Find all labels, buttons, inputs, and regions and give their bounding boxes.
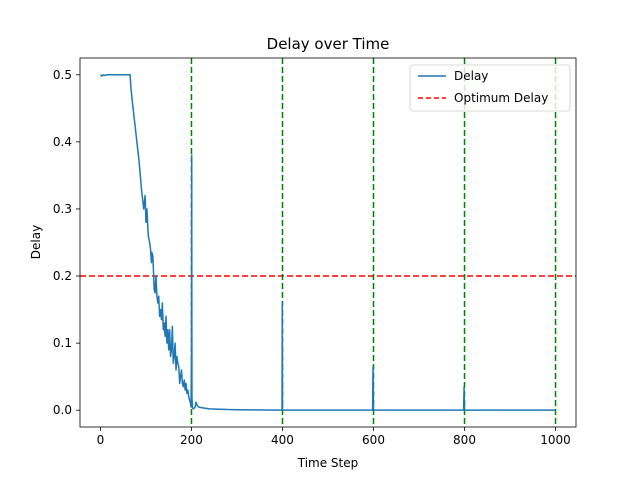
y-tick-label: 0.5 [53, 68, 72, 82]
y-tick-label: 0.3 [53, 202, 72, 216]
plot-area [80, 58, 576, 427]
x-tick-label: 1000 [540, 433, 571, 447]
axes-frame [79, 57, 577, 428]
x-tick-label: 200 [180, 433, 203, 447]
x-axis-label: Time Step [297, 456, 359, 470]
x-tick-label: 400 [271, 433, 294, 447]
x-tick-label: 800 [453, 433, 476, 447]
y-tick-label: 0.4 [53, 135, 72, 149]
y-tick-label: 0.0 [53, 403, 72, 417]
y-axis-label: Delay [29, 225, 43, 259]
axis-ticks: 0 200 400 600 800 1000 0.0 0.1 0.2 0.3 0.4 0.5 [53, 68, 571, 447]
legend-box [409, 64, 571, 112]
x-tick-label: 600 [362, 433, 385, 447]
legend-optimum-label: Optimum Delay [454, 91, 548, 105]
x-tick-label: 0 [97, 433, 105, 447]
y-tick-label: 0.2 [53, 269, 72, 283]
delay-series-line [99, 74, 556, 411]
legend-delay-label: Delay [454, 69, 488, 83]
y-tick-label: 0.1 [53, 336, 72, 350]
chart-title: Delay over Time [267, 35, 390, 53]
legend: Delay Optimum Delay [409, 64, 571, 112]
